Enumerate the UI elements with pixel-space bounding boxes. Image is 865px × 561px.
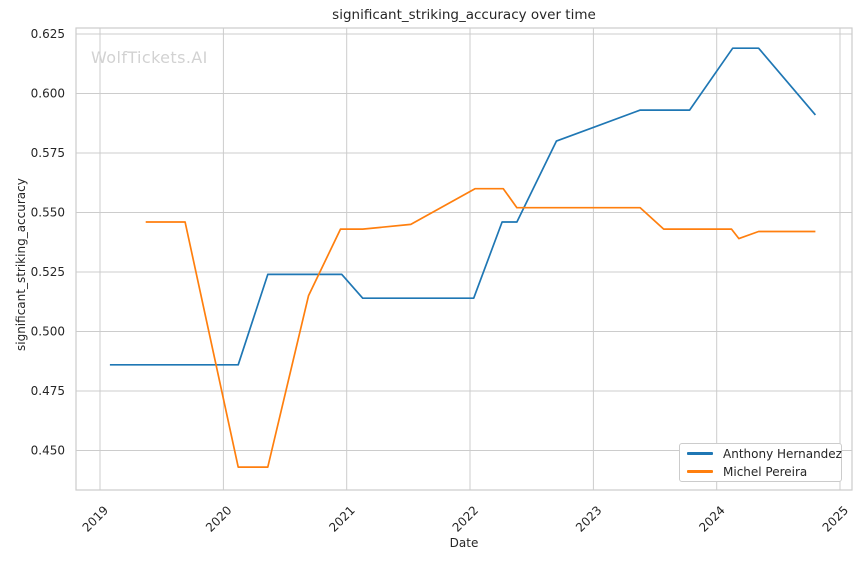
legend-item-michel-pereira: Michel Pereira	[680, 463, 841, 481]
legend-line-sample-orange	[687, 470, 713, 473]
x-tick-label-2019: 2019	[80, 503, 111, 534]
legend-label-michel-pereira: Michel Pereira	[723, 464, 808, 479]
y-tick-label-0.450: 0.450	[31, 444, 65, 458]
x-tick-label-2025: 2025	[820, 503, 851, 534]
y-tick-label-0.575: 0.575	[31, 146, 65, 160]
x-tick-label-2023: 2023	[573, 503, 604, 534]
plot-border	[75, 27, 853, 491]
y-tick-label-0.600: 0.600	[31, 87, 65, 101]
series-line-michel-pereira	[145, 187, 816, 468]
y-tick-label-0.475: 0.475	[31, 384, 65, 398]
y-axis-label: significant_striking_accuracy	[14, 178, 28, 351]
x-tick-label-2021: 2021	[326, 503, 357, 534]
watermark: WolfTickets.AI	[91, 48, 208, 67]
x-axis-label: Date	[449, 536, 479, 550]
y-tick-label-0.500: 0.500	[31, 325, 65, 339]
legend: Anthony Hernandez Michel Pereira	[679, 443, 842, 482]
legend-label-anthony-hernandez: Anthony Hernandez	[723, 446, 842, 461]
legend-item-anthony-hernandez: Anthony Hernandez	[680, 445, 842, 463]
x-tick-label-2022: 2022	[450, 503, 481, 534]
series-line-anthony-hernandez	[109, 47, 817, 366]
chart-title: significant_striking_accuracy over time	[332, 7, 596, 23]
x-tick-label-2024: 2024	[696, 503, 727, 534]
y-tick-label-0.625: 0.625	[31, 27, 65, 41]
x-tick-label-2020: 2020	[203, 503, 234, 534]
y-tick-label-0.550: 0.550	[31, 206, 65, 220]
legend-line-sample-blue	[687, 452, 713, 455]
y-tick-label-0.525: 0.525	[31, 265, 65, 279]
